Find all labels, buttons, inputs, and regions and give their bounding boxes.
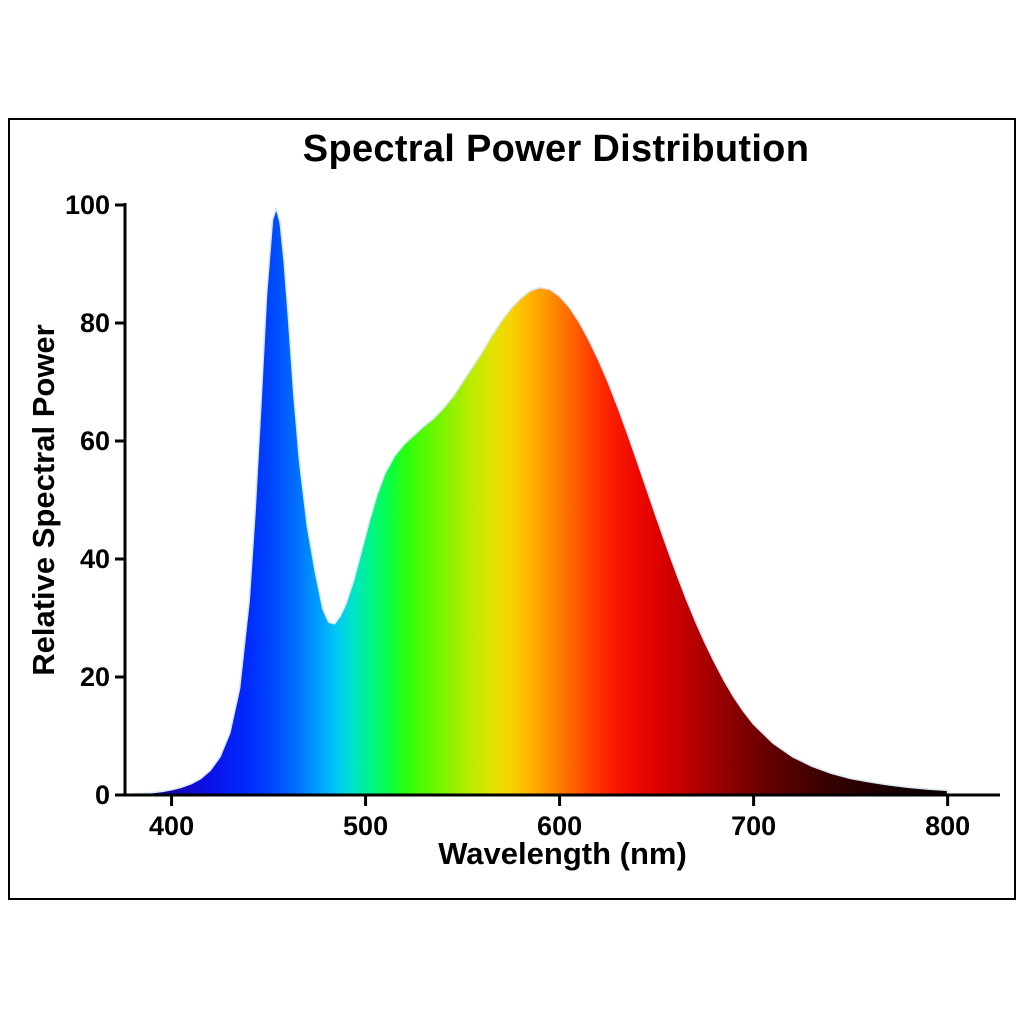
y-tick-label: 0 <box>95 780 110 810</box>
x-tick-label: 600 <box>537 811 582 841</box>
y-tick-label: 40 <box>80 544 110 574</box>
y-tick-label: 100 <box>65 190 110 220</box>
y-tick-label: 80 <box>80 308 110 338</box>
y-tick-label: 60 <box>80 426 110 456</box>
chart-title: Spectral Power Distribution <box>302 128 810 170</box>
x-tick-label: 700 <box>731 811 776 841</box>
x-tick-label: 400 <box>149 811 194 841</box>
spectral-plot: 400 500 600 700 800 0 20 40 60 80 100 <box>65 190 1000 841</box>
x-axis-label: Wavelength (nm) <box>438 836 687 871</box>
x-tick-label: 500 <box>343 811 388 841</box>
chart-frame: Spectral Power Distribution Relative Spe… <box>8 118 1016 900</box>
x-tick-label: 800 <box>925 811 970 841</box>
spectrum-area <box>132 207 949 796</box>
y-tick-label: 20 <box>80 662 110 692</box>
